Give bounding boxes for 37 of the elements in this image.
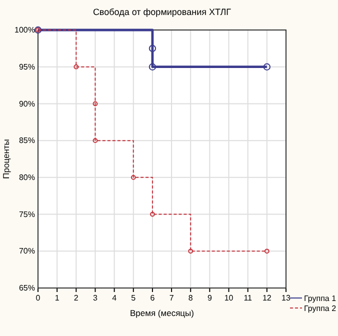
y-tick-label: 75%: [18, 210, 35, 219]
x-tick-label: 13: [282, 294, 291, 303]
point: [188, 248, 194, 254]
point: [74, 64, 79, 70]
x-tick-label: 6: [150, 294, 156, 303]
point: [263, 63, 271, 70]
x-tick-label: 4: [112, 294, 118, 303]
legend-label: Группа 1: [304, 294, 337, 303]
legend-label: Группа 2: [304, 304, 337, 313]
y-tick-label: 65%: [18, 284, 35, 293]
x-tick-label: 7: [169, 294, 174, 303]
y-axis-title: Проценты: [1, 139, 11, 179]
point: [92, 101, 98, 106]
point: [150, 212, 155, 217]
x-tick-label: 2: [74, 294, 79, 303]
x-tick-label: 9: [207, 294, 212, 303]
point: [130, 174, 136, 180]
y-tick-label: 95%: [18, 62, 35, 72]
x-tick-label: 3: [93, 294, 98, 303]
y-tick-label: 100%: [14, 26, 35, 35]
x-axis-title: Время (месяцы): [130, 308, 194, 318]
point: [264, 248, 270, 254]
y-tick-label: 85%: [18, 136, 35, 146]
y-tick-label: 90%: [18, 99, 35, 108]
point: [92, 138, 98, 144]
chart-title: Свобода от формирования ХТЛГ: [92, 7, 232, 17]
point: [148, 63, 156, 70]
x-tick-label: 10: [224, 294, 234, 303]
x-tick-label: 5: [131, 294, 136, 303]
point: [148, 44, 156, 52]
x-tick-label: 11: [244, 294, 253, 303]
x-tick-label: 1: [54, 294, 60, 303]
x-tick-label: 8: [188, 294, 194, 303]
x-tick-label: 12: [262, 294, 272, 303]
y-tick-label: 80%: [18, 172, 35, 182]
y-tick-label: 70%: [18, 246, 35, 256]
x-tick-label: 0: [36, 294, 41, 303]
